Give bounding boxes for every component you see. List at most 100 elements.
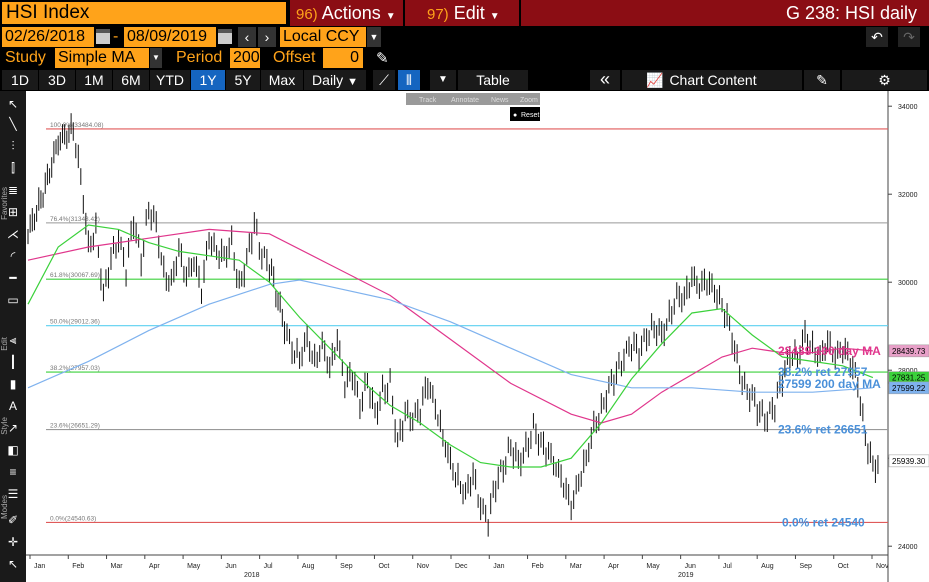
- crosshair-icon[interactable]: ✛: [7, 535, 19, 549]
- date-row: 02/26/2018 - 08/09/2019 ‹ › Local CCY ▼ …: [0, 26, 929, 48]
- currency-select[interactable]: Local CCY: [280, 27, 366, 47]
- undo-button[interactable]: ↶: [866, 27, 888, 47]
- weight-icon[interactable]: ☰: [7, 487, 19, 501]
- mini-annotate: Annotate: [451, 97, 479, 104]
- x-month-label: Jan: [34, 563, 45, 570]
- pitchfork-icon[interactable]: ⋌: [7, 227, 19, 241]
- x-month-label: Feb: [532, 563, 544, 570]
- gann-icon[interactable]: ⊞: [7, 205, 19, 219]
- annotation-label: 0.0% ret 24540: [782, 515, 865, 529]
- pen-icon[interactable]: ✐: [7, 513, 19, 527]
- horizontal-line-icon[interactable]: ━: [9, 271, 17, 285]
- x-month-label: Sep: [799, 563, 812, 570]
- last-value-tag: [888, 381, 929, 395]
- ruler-icon[interactable]: ⫿: [11, 161, 15, 175]
- edit-menu[interactable]: 97) Edit ▼: [405, 0, 519, 26]
- edit-label: Edit: [453, 3, 485, 23]
- offset-input[interactable]: 0: [323, 48, 363, 68]
- fibonacci-icon[interactable]: ⫶: [11, 139, 15, 153]
- caret-down-icon: ▼: [385, 11, 396, 22]
- period-1y[interactable]: 1Y: [191, 70, 225, 90]
- period-1m[interactable]: 1M: [76, 70, 112, 90]
- fib-level-label: 50.0%(29012.36): [50, 319, 100, 326]
- text-icon[interactable]: A: [8, 399, 17, 413]
- trendline-icon[interactable]: ╲: [9, 117, 17, 131]
- end-date-field[interactable]: 08/09/2019: [124, 27, 216, 47]
- period-6m[interactable]: 6M: [113, 70, 149, 90]
- measure-icon[interactable]: ⫷: [9, 333, 17, 347]
- period-5y[interactable]: 5Y: [226, 70, 260, 90]
- start-date-field[interactable]: 02/26/2018: [2, 27, 94, 47]
- x-month-label: Oct: [838, 563, 849, 570]
- period-ytd[interactable]: YTD: [150, 70, 190, 90]
- next-period-button[interactable]: ›: [258, 27, 276, 47]
- mini-news: News: [491, 97, 509, 104]
- period-max[interactable]: Max: [261, 70, 303, 90]
- vertical-line-icon[interactable]: ┃: [9, 355, 17, 369]
- delete-icon[interactable]: ▮: [9, 377, 17, 391]
- period-input[interactable]: 200: [230, 48, 260, 68]
- edit-chart-icon[interactable]: ✎: [804, 70, 840, 90]
- x-month-label: Nov: [876, 563, 889, 570]
- color-icon[interactable]: ◧: [7, 443, 19, 457]
- panel-title-bar: G 238: HSI daily: [521, 0, 929, 26]
- prev-period-button[interactable]: ‹: [238, 27, 256, 47]
- x-month-label: Nov: [417, 563, 430, 570]
- frequency-select[interactable]: Daily ▼: [304, 70, 366, 90]
- period-3d[interactable]: 3D: [39, 70, 75, 90]
- x-month-label: Mar: [570, 563, 583, 570]
- mini-zoom: Zoom: [520, 97, 538, 104]
- ticker-field[interactable]: HSI Index: [2, 2, 286, 24]
- chart-type-dropdown[interactable]: ▼: [430, 70, 456, 90]
- x-month-label: Dec: [455, 563, 468, 570]
- price-chart[interactable]: 340003200030000280002600024000JanFebMarA…: [26, 91, 929, 582]
- redo-button[interactable]: ↷: [898, 27, 920, 47]
- x-month-label: Jan: [493, 563, 504, 570]
- x-month-label: Jun: [225, 563, 236, 570]
- settings-gear-icon[interactable]: ⚙: [842, 70, 927, 90]
- offset-label: Offset: [273, 49, 316, 66]
- favorites-label: Favorites: [0, 187, 9, 220]
- bar-chart-icon[interactable]: ⫴: [398, 70, 420, 90]
- period-toolbar: 1D 3D 1M 6M YTD 1Y 5Y Max Daily ▼ ⟋ ⫴ ▼ …: [0, 69, 929, 91]
- arc-icon[interactable]: ◜: [10, 249, 16, 263]
- mini-track: Track: [419, 97, 437, 104]
- year-label: 2018: [244, 572, 260, 579]
- edit-section-label: Edit: [0, 337, 9, 351]
- style-section-label: Style: [0, 417, 9, 435]
- collapse-icon[interactable]: «: [590, 70, 620, 90]
- frequency-label: Daily: [312, 72, 344, 88]
- chart-area[interactable]: ↖ ╲ ⫶ ⫿ ≣ ⊞ ⋌ ◜ ━ ▭ ⫷ ┃ ▮ A ↗ ◧ ≡ ☰ ✐ ✛ …: [0, 91, 929, 582]
- reset-button: [510, 107, 540, 121]
- table-button[interactable]: Table: [458, 70, 528, 90]
- period-label: Period: [176, 49, 223, 66]
- chart-content-button[interactable]: 📈 Chart Content: [622, 70, 802, 90]
- pencil-icon[interactable]: ✎: [376, 50, 389, 67]
- actions-num: 96): [296, 6, 318, 23]
- rectangle-icon[interactable]: ▭: [7, 293, 19, 307]
- line-chart-icon[interactable]: ⟋: [373, 70, 395, 90]
- modes-section-label: Modes: [0, 495, 9, 520]
- calendar-icon[interactable]: [96, 29, 110, 44]
- y-tick-label: 24000: [898, 544, 918, 551]
- reset-label: Reset: [521, 112, 539, 119]
- study-select[interactable]: Simple MA: [55, 48, 149, 68]
- x-month-label: Jun: [685, 563, 696, 570]
- period-1d[interactable]: 1D: [2, 70, 38, 90]
- actions-menu[interactable]: 96) Actions ▼: [290, 0, 403, 26]
- line-style-icon[interactable]: ≡: [9, 465, 17, 479]
- annotation-label: 27599 200 day MA: [778, 377, 881, 391]
- fib-level-label: 23.6%(26651.29): [50, 423, 100, 430]
- y-tick-label: 34000: [898, 104, 918, 111]
- x-month-label: May: [646, 563, 660, 570]
- select-icon[interactable]: ↖: [7, 557, 19, 571]
- pointer-icon[interactable]: ↖: [7, 97, 19, 111]
- calendar-icon[interactable]: [218, 29, 232, 44]
- study-dropdown-button[interactable]: ▼: [150, 48, 162, 68]
- currency-dropdown-button[interactable]: ▼: [367, 27, 381, 47]
- channel-icon[interactable]: ≣: [7, 183, 19, 197]
- y-tick-label: 30000: [898, 280, 918, 287]
- arrow-icon[interactable]: ↗: [7, 421, 19, 435]
- drawing-toolbar: ↖ ╲ ⫶ ⫿ ≣ ⊞ ⋌ ◜ ━ ▭ ⫷ ┃ ▮ A ↗ ◧ ≡ ☰ ✐ ✛ …: [0, 91, 26, 582]
- ma-line-3: [27, 224, 874, 468]
